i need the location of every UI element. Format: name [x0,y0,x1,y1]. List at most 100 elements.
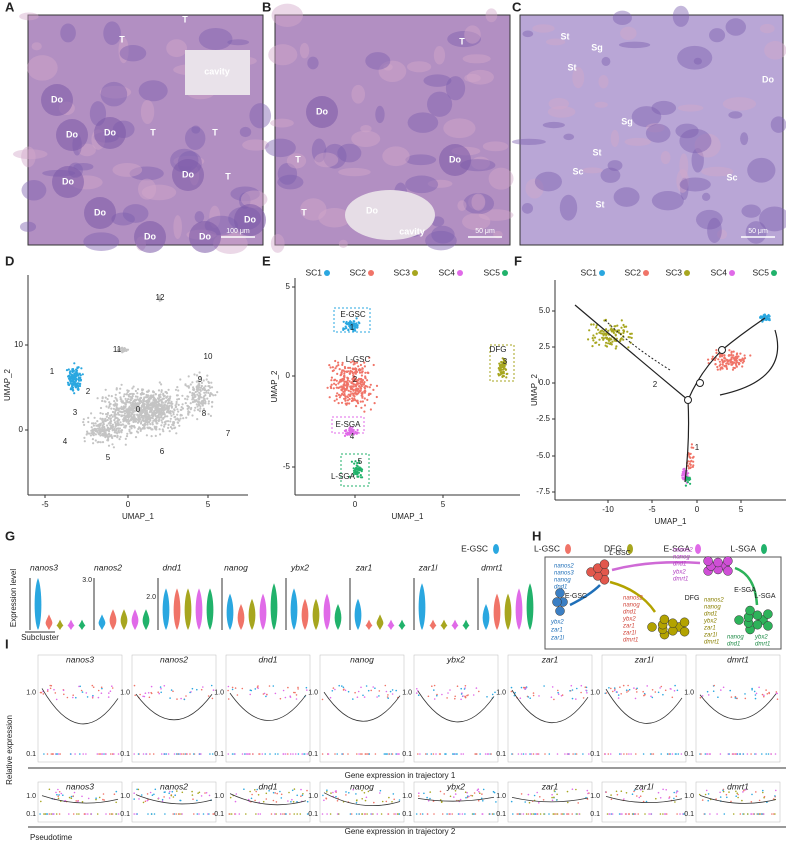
cell-point [514,692,516,694]
cell-point [49,813,51,815]
cell-point [128,408,130,410]
y-tick-label: 0.1 [590,811,600,818]
cell [668,619,677,628]
legend-swatch [368,270,374,276]
cell-point [122,350,124,352]
cell-point [163,407,165,409]
cell-point [669,753,671,755]
cell-point [364,792,366,794]
cell-point [356,753,358,755]
cell-point [478,791,480,793]
cell-point [203,813,205,815]
cell-point [134,402,136,404]
cell-point [198,813,200,815]
cell-point [105,813,107,815]
violin [196,588,203,630]
cell-point [134,426,136,428]
cell-point [236,793,238,795]
cell [648,623,657,632]
gene-label: dnd1 [623,610,636,616]
cell-point [700,697,702,699]
cell-point [116,432,118,434]
cell-point [343,375,345,377]
y-tick-label: 0.1 [402,811,412,818]
gene-label: nanog [350,654,374,664]
cell-point [755,698,757,700]
cell-point [359,378,361,380]
y-tick-label: 1.0 [120,689,130,696]
cell-point [572,753,574,755]
cell-point [43,693,45,695]
cell-point [568,813,570,815]
cell-point [251,798,253,800]
cell-point [501,366,503,368]
cell-point [256,789,258,791]
cell-point [197,792,199,794]
cell-point [707,691,709,693]
cell-point [92,685,94,687]
cell-point [108,430,110,432]
cell-point [335,790,337,792]
y-tick-label: -2.5 [536,414,550,423]
cell-point [202,389,204,391]
cell-point [708,793,710,795]
cell-point [342,362,344,364]
cell-point [612,691,614,693]
cell-point [526,813,528,815]
violin [35,578,42,630]
cell-point [119,427,121,429]
cell-point [721,359,723,361]
cell-point [266,793,268,795]
legend-swatch [502,270,508,276]
tissue [405,176,438,194]
cell-point [328,364,330,366]
violin [163,588,170,630]
cell-point [761,753,763,755]
cell-point [556,799,558,801]
cell-point [717,358,719,360]
cell-point [759,800,761,802]
cell-point [715,349,717,351]
cell-point [330,366,332,368]
y-tick-label: 1.0 [684,689,694,696]
cell-point [126,433,128,435]
cell-point [345,403,347,405]
cell-point [478,800,480,802]
cell-point [365,800,367,802]
cell-point [133,416,135,418]
violin [207,588,214,630]
cell-point [262,753,264,755]
cell-point [446,813,448,815]
cell-point [606,338,608,340]
cell-point [179,418,181,420]
tissue [457,200,466,211]
cell-point [151,410,153,412]
cell-point [709,813,711,815]
cell-point [328,753,330,755]
cell-point [235,801,237,803]
cell-point [149,411,151,413]
tissue [707,218,722,243]
cell-point [743,790,745,792]
cell-point [105,389,107,391]
cell-point [692,461,694,463]
cell-point [688,467,690,469]
cell-point [131,387,133,389]
cell-point [356,813,358,815]
cell-point [775,753,777,755]
cell-point [356,799,358,801]
cell-point [349,395,351,397]
cell-point [149,753,151,755]
cell-point [211,406,213,408]
tissue [185,127,205,150]
cell-point [110,414,112,416]
tissue [242,139,269,150]
x-tick-label: 0 [353,500,358,509]
cell-point [362,400,364,402]
annotation: St [596,199,605,209]
cell-point [293,813,295,815]
cell-point [152,394,154,396]
cell-point [358,321,360,323]
cell-point [255,688,257,690]
legend-swatch [457,270,463,276]
